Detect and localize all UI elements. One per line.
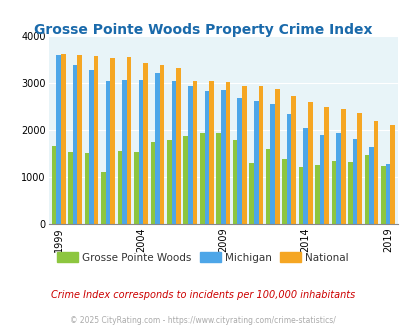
Bar <box>101 172 105 224</box>
Bar <box>192 81 197 224</box>
Bar <box>340 109 345 224</box>
Bar <box>105 81 110 224</box>
Bar <box>188 86 192 224</box>
Bar <box>216 133 220 224</box>
Bar <box>117 151 122 224</box>
Bar <box>253 101 258 224</box>
Bar <box>89 70 94 224</box>
Bar <box>249 163 253 224</box>
Bar <box>94 55 98 224</box>
Legend: Grosse Pointe Woods, Michigan, National: Grosse Pointe Woods, Michigan, National <box>53 248 352 267</box>
Bar <box>303 128 307 224</box>
Bar <box>347 162 352 224</box>
Bar <box>204 91 209 224</box>
Bar <box>150 142 155 224</box>
Bar <box>286 114 291 224</box>
Bar <box>241 86 246 224</box>
Bar <box>176 68 180 224</box>
Bar <box>380 166 385 224</box>
Bar <box>155 73 159 224</box>
Bar <box>61 54 65 224</box>
Bar <box>298 167 303 224</box>
Bar <box>356 114 361 224</box>
Bar <box>199 133 204 224</box>
Bar <box>56 55 61 224</box>
Bar <box>368 147 373 224</box>
Bar <box>225 82 230 224</box>
Bar <box>159 65 164 224</box>
Bar <box>209 82 213 224</box>
Text: © 2025 CityRating.com - https://www.cityrating.com/crime-statistics/: © 2025 CityRating.com - https://www.city… <box>70 315 335 325</box>
Bar <box>237 98 241 224</box>
Bar <box>307 102 312 224</box>
Bar <box>84 153 89 224</box>
Bar <box>232 140 237 224</box>
Bar <box>77 55 82 224</box>
Bar <box>352 139 356 224</box>
Bar <box>270 105 274 224</box>
Bar <box>122 80 126 224</box>
Bar <box>291 96 295 224</box>
Bar <box>389 125 394 224</box>
Bar <box>281 159 286 224</box>
Bar <box>385 164 389 224</box>
Text: Grosse Pointe Woods Property Crime Index: Grosse Pointe Woods Property Crime Index <box>34 23 371 37</box>
Bar <box>110 58 115 224</box>
Bar <box>72 65 77 224</box>
Bar <box>126 57 131 224</box>
Bar <box>183 137 188 224</box>
Bar <box>220 90 225 224</box>
Bar <box>166 140 171 224</box>
Bar <box>364 155 368 224</box>
Bar <box>134 152 138 224</box>
Bar <box>258 86 262 224</box>
Bar <box>335 133 340 224</box>
Bar <box>324 107 328 224</box>
Bar <box>51 146 56 224</box>
Bar <box>138 80 143 224</box>
Bar <box>314 165 319 224</box>
Bar <box>331 161 335 224</box>
Bar <box>265 149 270 224</box>
Bar <box>373 121 377 224</box>
Bar <box>68 151 72 224</box>
Text: Crime Index corresponds to incidents per 100,000 inhabitants: Crime Index corresponds to incidents per… <box>51 290 354 300</box>
Bar <box>319 135 324 224</box>
Bar <box>274 89 279 224</box>
Bar <box>171 81 176 224</box>
Bar <box>143 63 147 224</box>
